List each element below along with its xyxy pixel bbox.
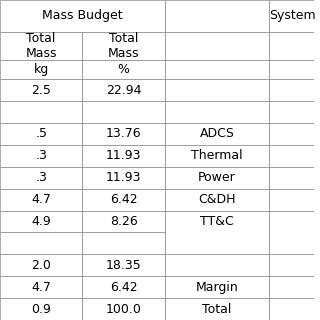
Bar	[165, 276, 269, 298]
Text: 8.26: 8.26	[110, 215, 137, 228]
Bar	[0, 145, 82, 167]
Bar	[82, 167, 165, 189]
Text: ADCS: ADCS	[200, 127, 235, 140]
Bar	[0, 211, 82, 232]
Bar	[269, 145, 315, 167]
Bar	[82, 60, 165, 79]
Bar	[165, 32, 269, 60]
Bar	[165, 101, 269, 123]
Bar	[165, 189, 269, 211]
Text: 6.42: 6.42	[110, 193, 137, 206]
Bar	[0, 0, 165, 32]
Bar	[269, 211, 315, 254]
Bar	[165, 167, 269, 189]
Bar	[82, 211, 165, 232]
Bar	[0, 101, 82, 123]
Bar	[269, 0, 315, 32]
Bar	[165, 0, 269, 32]
Text: 4.7: 4.7	[31, 281, 51, 294]
Text: 22.94: 22.94	[106, 84, 141, 97]
Text: .5: .5	[35, 127, 47, 140]
Bar	[269, 276, 315, 298]
Bar	[0, 276, 82, 298]
Text: 100.0: 100.0	[106, 302, 141, 316]
Bar	[0, 32, 82, 60]
Bar	[269, 123, 315, 145]
Bar	[165, 79, 269, 101]
Text: 11.93: 11.93	[106, 149, 141, 162]
Text: 11.93: 11.93	[106, 171, 141, 184]
Bar	[0, 254, 82, 276]
Text: C&DH: C&DH	[198, 193, 236, 206]
Bar	[82, 298, 165, 320]
Bar	[165, 211, 269, 254]
Text: 0.9: 0.9	[31, 302, 51, 316]
Text: Thermal: Thermal	[191, 149, 243, 162]
Text: TT&C: TT&C	[200, 215, 234, 228]
Bar	[269, 189, 315, 211]
Bar	[165, 298, 269, 320]
Text: Margin: Margin	[196, 281, 238, 294]
Text: 2.0: 2.0	[31, 259, 51, 272]
Text: .3: .3	[35, 171, 47, 184]
Bar	[269, 101, 315, 123]
Bar	[165, 254, 269, 276]
Text: Total
Mass: Total Mass	[108, 32, 139, 60]
Text: 6.42: 6.42	[110, 281, 137, 294]
Bar	[0, 232, 82, 254]
Bar	[0, 60, 82, 79]
Bar	[269, 298, 315, 320]
Text: Total: Total	[202, 302, 232, 316]
Text: Total
Mass: Total Mass	[25, 32, 57, 60]
Bar	[82, 254, 165, 276]
Bar	[82, 189, 165, 211]
Bar	[0, 189, 82, 211]
Bar	[269, 167, 315, 189]
Bar	[165, 123, 269, 145]
Text: .3: .3	[35, 149, 47, 162]
Bar	[269, 79, 315, 101]
Bar	[82, 232, 165, 254]
Bar	[0, 298, 82, 320]
Bar	[269, 60, 315, 79]
Text: 2.5: 2.5	[31, 84, 51, 97]
Text: 4.9: 4.9	[31, 215, 51, 228]
Bar	[0, 167, 82, 189]
Bar	[82, 32, 165, 60]
Text: System: System	[268, 9, 315, 22]
Bar	[165, 145, 269, 167]
Bar	[0, 123, 82, 145]
Text: %: %	[117, 63, 130, 76]
Text: Power: Power	[198, 171, 236, 184]
Text: 18.35: 18.35	[106, 259, 141, 272]
Bar	[269, 32, 315, 60]
Text: 13.76: 13.76	[106, 127, 141, 140]
Text: kg: kg	[34, 63, 49, 76]
Bar	[82, 145, 165, 167]
Bar	[165, 60, 269, 79]
Bar	[0, 79, 82, 101]
Text: Mass Budget: Mass Budget	[42, 9, 123, 22]
Bar	[82, 101, 165, 123]
Bar	[269, 254, 315, 276]
Bar	[82, 276, 165, 298]
Text: 4.7: 4.7	[31, 193, 51, 206]
Bar	[82, 79, 165, 101]
Bar	[82, 123, 165, 145]
